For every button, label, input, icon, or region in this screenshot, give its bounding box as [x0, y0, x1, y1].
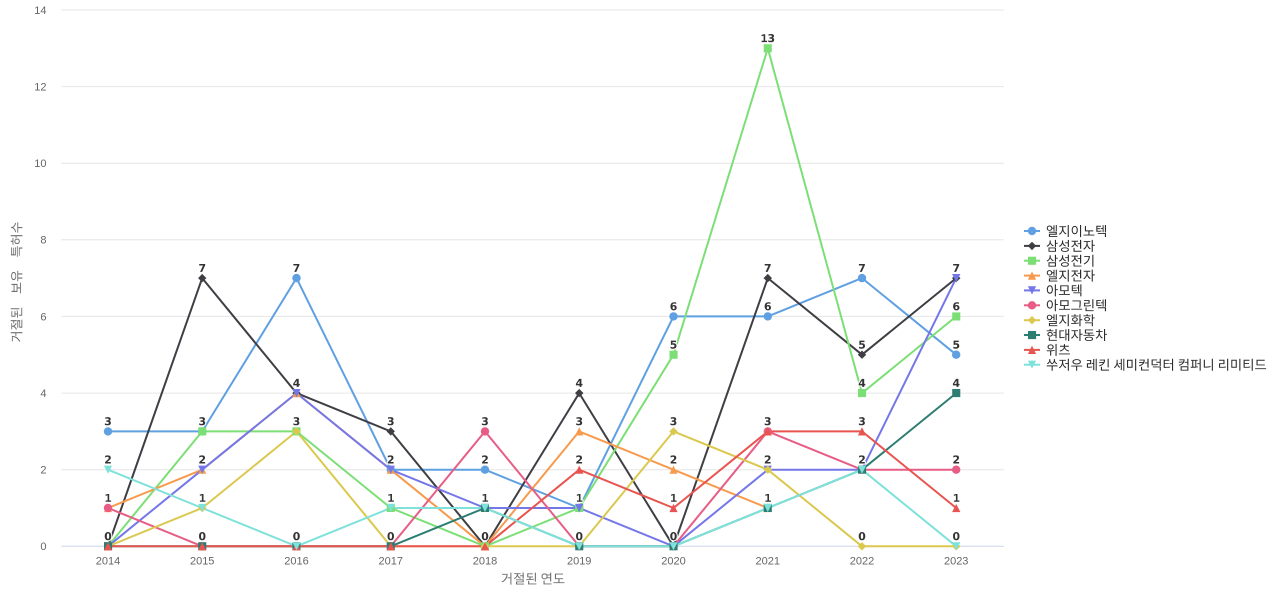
svg-text:2014: 2014: [96, 556, 120, 568]
svg-text:8: 8: [40, 235, 46, 247]
svg-text:12: 12: [34, 82, 46, 94]
svg-text:2019: 2019: [567, 556, 591, 568]
svg-text:2017: 2017: [379, 556, 403, 568]
svg-text:2016: 2016: [284, 556, 308, 568]
svg-text:0: 0: [40, 541, 46, 553]
svg-text:2018: 2018: [473, 556, 497, 568]
svg-text:2021: 2021: [756, 556, 780, 568]
svg-text:2020: 2020: [661, 556, 685, 568]
svg-text:14: 14: [34, 5, 46, 17]
svg-text:2023: 2023: [944, 556, 968, 568]
svg-text:6: 6: [40, 311, 46, 323]
svg-text:10: 10: [34, 158, 46, 170]
svg-text:2: 2: [40, 465, 46, 477]
svg-text:2022: 2022: [850, 556, 874, 568]
svg-text:4: 4: [40, 388, 46, 400]
svg-text:2015: 2015: [190, 556, 214, 568]
